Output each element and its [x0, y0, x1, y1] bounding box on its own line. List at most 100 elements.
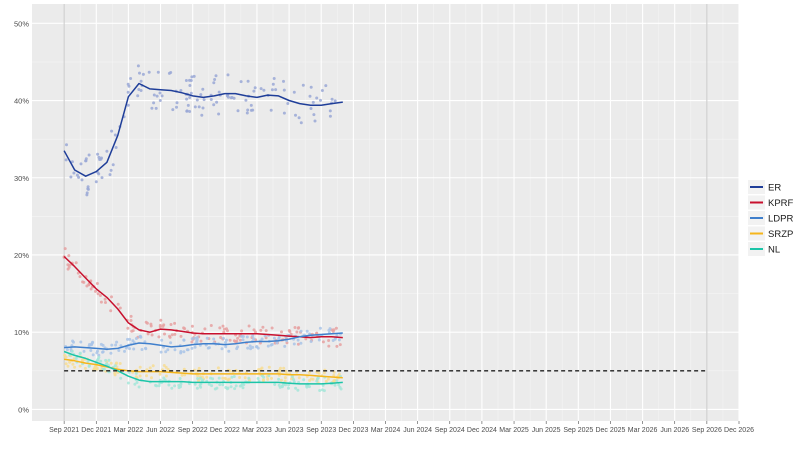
poll-point-srzp — [113, 371, 117, 375]
poll-point-er — [160, 94, 164, 98]
poll-point-ldpr — [140, 348, 144, 351]
poll-point-kprf — [98, 294, 102, 297]
poll-point-ldpr — [227, 349, 231, 353]
poll-point-ldpr — [272, 336, 276, 340]
poll-point-er — [199, 93, 203, 97]
poll-point-er — [292, 90, 296, 94]
poll-point-kprf — [129, 314, 133, 318]
x-tick-label: Dec 2022 — [210, 427, 240, 434]
poll-point-ldpr — [256, 346, 260, 350]
poll-point-er — [185, 97, 189, 101]
poll-point-srzp — [145, 368, 149, 372]
poll-point-er — [167, 71, 171, 75]
poll-point-er — [200, 113, 204, 117]
poll-point-srzp — [196, 374, 200, 378]
poll-point-srzp — [64, 362, 68, 366]
poll-point-nl — [157, 384, 161, 388]
poll-point-kprf — [296, 342, 300, 346]
poll-point-srzp — [260, 366, 264, 370]
poll-point-kprf — [264, 329, 268, 333]
poll-point-kprf — [149, 322, 153, 326]
poll-point-er — [86, 187, 90, 191]
poll-point-er — [333, 99, 337, 103]
poll-point-nl — [99, 359, 103, 363]
poll-point-ldpr — [143, 340, 147, 344]
poll-point-er — [217, 90, 221, 94]
y-axis: 0% 10% 20% 30% 40% 50% — [14, 19, 29, 414]
poll-point-nl — [177, 386, 181, 390]
poll-point-ldpr — [224, 345, 228, 349]
poll-point-er — [212, 81, 216, 85]
grid-minor — [32, 4, 739, 421]
poll-point-er — [330, 97, 334, 101]
poll-point-kprf — [190, 340, 194, 344]
poll-point-nl — [195, 386, 199, 390]
poll-point-kprf — [150, 333, 154, 337]
poll-point-nl — [230, 375, 234, 379]
poll-point-er — [65, 143, 68, 147]
poll-point-kprf — [238, 338, 242, 342]
poll-point-nl — [199, 385, 203, 389]
poll-point-srzp — [150, 376, 153, 380]
trend-lines — [63, 82, 343, 385]
poll-point-ldpr — [185, 348, 189, 352]
poll-point-kprf — [280, 330, 283, 334]
poll-point-ldpr — [241, 335, 245, 338]
poll-point-kprf — [95, 282, 99, 285]
poll-point-ldpr — [110, 343, 114, 347]
poll-point-er — [286, 102, 290, 105]
poll-point-ldpr — [283, 344, 287, 348]
poll-point-kprf — [173, 332, 177, 336]
poll-point-kprf — [338, 343, 342, 347]
poll-point-nl — [292, 378, 296, 382]
poll-point-ldpr — [220, 347, 224, 351]
poll-point-ldpr — [89, 349, 93, 352]
poll-point-ldpr — [299, 329, 303, 333]
poll-point-kprf — [74, 261, 78, 265]
poll-point-ldpr — [71, 339, 75, 343]
poll-point-er — [282, 88, 286, 92]
poll-point-srzp — [63, 353, 67, 357]
y-tick-label: 30% — [14, 174, 29, 183]
poll-point-kprf — [218, 326, 222, 330]
poll-point-ldpr — [212, 337, 216, 341]
poll-point-nl — [233, 387, 237, 391]
poll-point-kprf — [157, 335, 161, 339]
poll-point-er — [251, 108, 255, 112]
poll-point-kprf — [232, 339, 236, 343]
poll-point-kprf — [67, 254, 71, 258]
legend-label-nl: NL — [768, 245, 780, 256]
poll-point-er — [319, 98, 322, 102]
poll-point-er — [209, 98, 213, 101]
poll-point-srzp — [282, 366, 286, 370]
poll-point-ldpr — [245, 335, 249, 339]
poll-point-kprf — [99, 300, 103, 304]
poll-point-kprf — [304, 337, 308, 341]
poll-point-er — [213, 78, 217, 81]
poll-point-er — [282, 111, 286, 115]
poll-point-ldpr — [206, 346, 210, 350]
poll-point-kprf — [327, 344, 331, 348]
poll-point-er — [328, 109, 332, 113]
poll-point-nl — [217, 376, 221, 380]
poll-point-nl — [119, 376, 123, 380]
poll-point-nl — [207, 382, 211, 386]
y-tick-label: 0% — [18, 405, 29, 414]
poll-point-srzp — [162, 364, 166, 367]
poll-point-er — [94, 180, 98, 184]
poll-point-ldpr — [224, 341, 227, 344]
x-tick-label: Mar 2022 — [114, 427, 144, 434]
poll-point-ldpr — [123, 349, 126, 353]
poll-point-er — [253, 86, 257, 90]
poll-point-nl — [232, 375, 236, 378]
poll-point-nl — [241, 386, 245, 390]
poll-point-er — [80, 178, 84, 182]
poll-point-ldpr — [182, 338, 186, 342]
poll-point-er — [311, 100, 315, 104]
poll-point-er — [192, 74, 196, 78]
poll-point-ldpr — [91, 340, 95, 344]
poll-point-er — [301, 83, 305, 87]
poll-point-er — [77, 175, 81, 179]
x-tick-label: Mar 2026 — [628, 427, 658, 434]
